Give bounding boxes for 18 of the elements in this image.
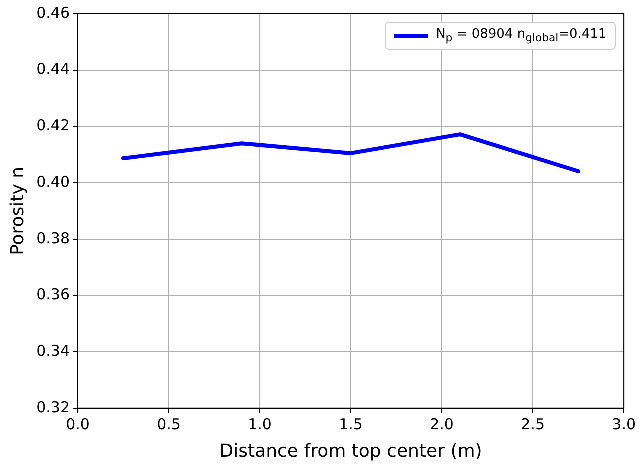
y-tick-label: 0.46 xyxy=(36,4,70,22)
x-tick-label: 1.0 xyxy=(248,415,272,434)
x-tick-label: 2.0 xyxy=(430,415,454,434)
x-tick-label: 1.5 xyxy=(339,415,363,434)
y-tick-label: 0.38 xyxy=(36,229,70,248)
y-axis-title: Porosity n xyxy=(7,166,28,256)
x-tick-label: 0.0 xyxy=(66,415,90,434)
y-tick-label: 0.32 xyxy=(36,398,70,416)
x-tick-label: 0.5 xyxy=(157,415,181,434)
y-tick-label: 0.36 xyxy=(36,286,70,304)
y-tick-label: 0.40 xyxy=(36,172,70,191)
x-tick-label: 3.0 xyxy=(612,415,636,434)
y-tick-label: 0.44 xyxy=(36,60,70,78)
x-axis-title: Distance from top center (m) xyxy=(220,440,482,462)
legend-label: N$_{p}$ = 08904 n$_{global}$=0.411 xyxy=(436,27,607,45)
x-tick-label: 2.5 xyxy=(521,415,545,434)
y-tick-label: 0.42 xyxy=(36,116,70,135)
y-tick-label: 0.34 xyxy=(36,342,70,360)
